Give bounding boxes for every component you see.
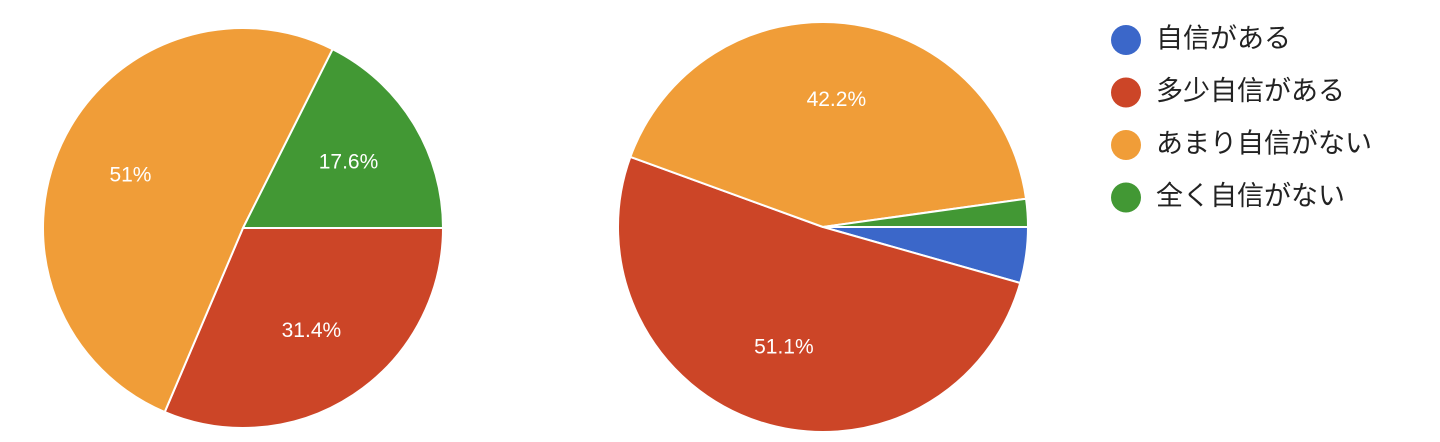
slice-label: 31.4% — [282, 319, 342, 342]
legend-swatch — [1111, 130, 1141, 160]
pie-slice — [241, 47, 445, 229]
pie-slice — [163, 227, 445, 429]
legend-swatch — [1111, 25, 1141, 55]
pie-slice — [629, 21, 1028, 229]
legend-label: 自信がある — [1156, 24, 1291, 55]
legend-label: 多少自信がある — [1156, 76, 1345, 107]
legend-label: あまり自信がない — [1156, 129, 1372, 160]
legend-swatch — [1111, 77, 1141, 108]
pie-slice — [822, 197, 1030, 228]
slice-label: 51.1% — [754, 335, 814, 358]
slice-label: 17.6% — [319, 150, 379, 173]
legend-label: 全く自信がない — [1156, 181, 1345, 212]
pie-slice — [617, 155, 1022, 433]
pie-slice — [42, 26, 335, 414]
legend-swatch — [1111, 182, 1141, 213]
slice-label: 51% — [109, 163, 151, 186]
slice-label: 42.2% — [807, 88, 867, 111]
